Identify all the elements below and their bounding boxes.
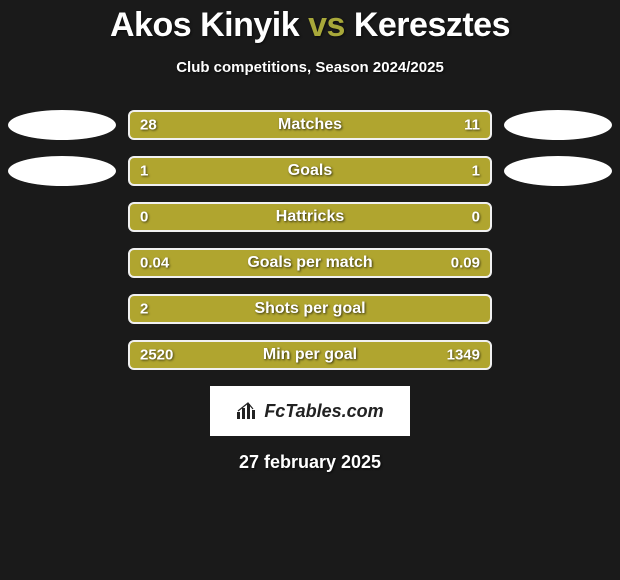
right-value: 0 [472,209,480,226]
logo-box: FcTables.com [210,386,410,436]
metric-bar: 1 1 Goals [128,156,492,186]
metrics-container: 2811Matches11Goals00Hattricks0.040.09Goa… [0,110,620,370]
right-value: 1349 [447,347,480,364]
bar-left-fill [130,158,310,184]
player1-oval [8,156,116,186]
player2-oval [504,110,612,140]
metric-label: Matches [278,116,342,134]
metric-row: 1 1 Goals [8,156,612,186]
metric-bar: 2 Shots per goal [128,294,492,324]
metric-row: 28 11 Matches [8,110,612,140]
subtitle: Club competitions, Season 2024/2025 [0,59,620,76]
metric-label: Goals per match [247,254,372,272]
date: 27 february 2025 [0,452,620,473]
left-value: 2 [140,301,148,318]
logo: FcTables.com [236,401,383,422]
left-value: 0 [140,209,148,226]
metric-bar: 0.04 0.09 Goals per match [128,248,492,278]
right-value: 11 [464,117,480,134]
bar-right-fill [310,158,490,184]
metric-label: Hattricks [276,208,344,226]
metric-row: 2520 1349 Min per goal [8,340,612,370]
metric-row: 2 Shots per goal [8,294,612,324]
metric-bar: 28 11 Matches [128,110,492,140]
bar-chart-icon [236,402,258,420]
left-value: 0.04 [140,255,169,272]
right-value: 1 [472,163,480,180]
metric-bar: 2520 1349 Min per goal [128,340,492,370]
left-value: 28 [140,117,157,134]
left-value: 2520 [140,347,173,364]
left-value: 1 [140,163,148,180]
metric-bar: 0 0 Hattricks [128,202,492,232]
player2-name: Keresztes [354,6,510,44]
metric-row: 0.04 0.09 Goals per match [8,248,612,278]
vs-text: vs [308,6,345,44]
logo-text: FcTables.com [264,401,383,422]
comparison-title: Akos Kinyik vs Keresztes [0,0,620,45]
metric-label: Shots per goal [254,300,365,318]
right-value: 0.09 [451,255,480,272]
player2-oval [504,156,612,186]
metric-label: Goals [288,162,332,180]
metric-label: Min per goal [263,346,357,364]
metric-row: 0 0 Hattricks [8,202,612,232]
player1-name: Akos Kinyik [110,6,299,44]
bar-left-fill [130,112,388,138]
player1-oval [8,110,116,140]
